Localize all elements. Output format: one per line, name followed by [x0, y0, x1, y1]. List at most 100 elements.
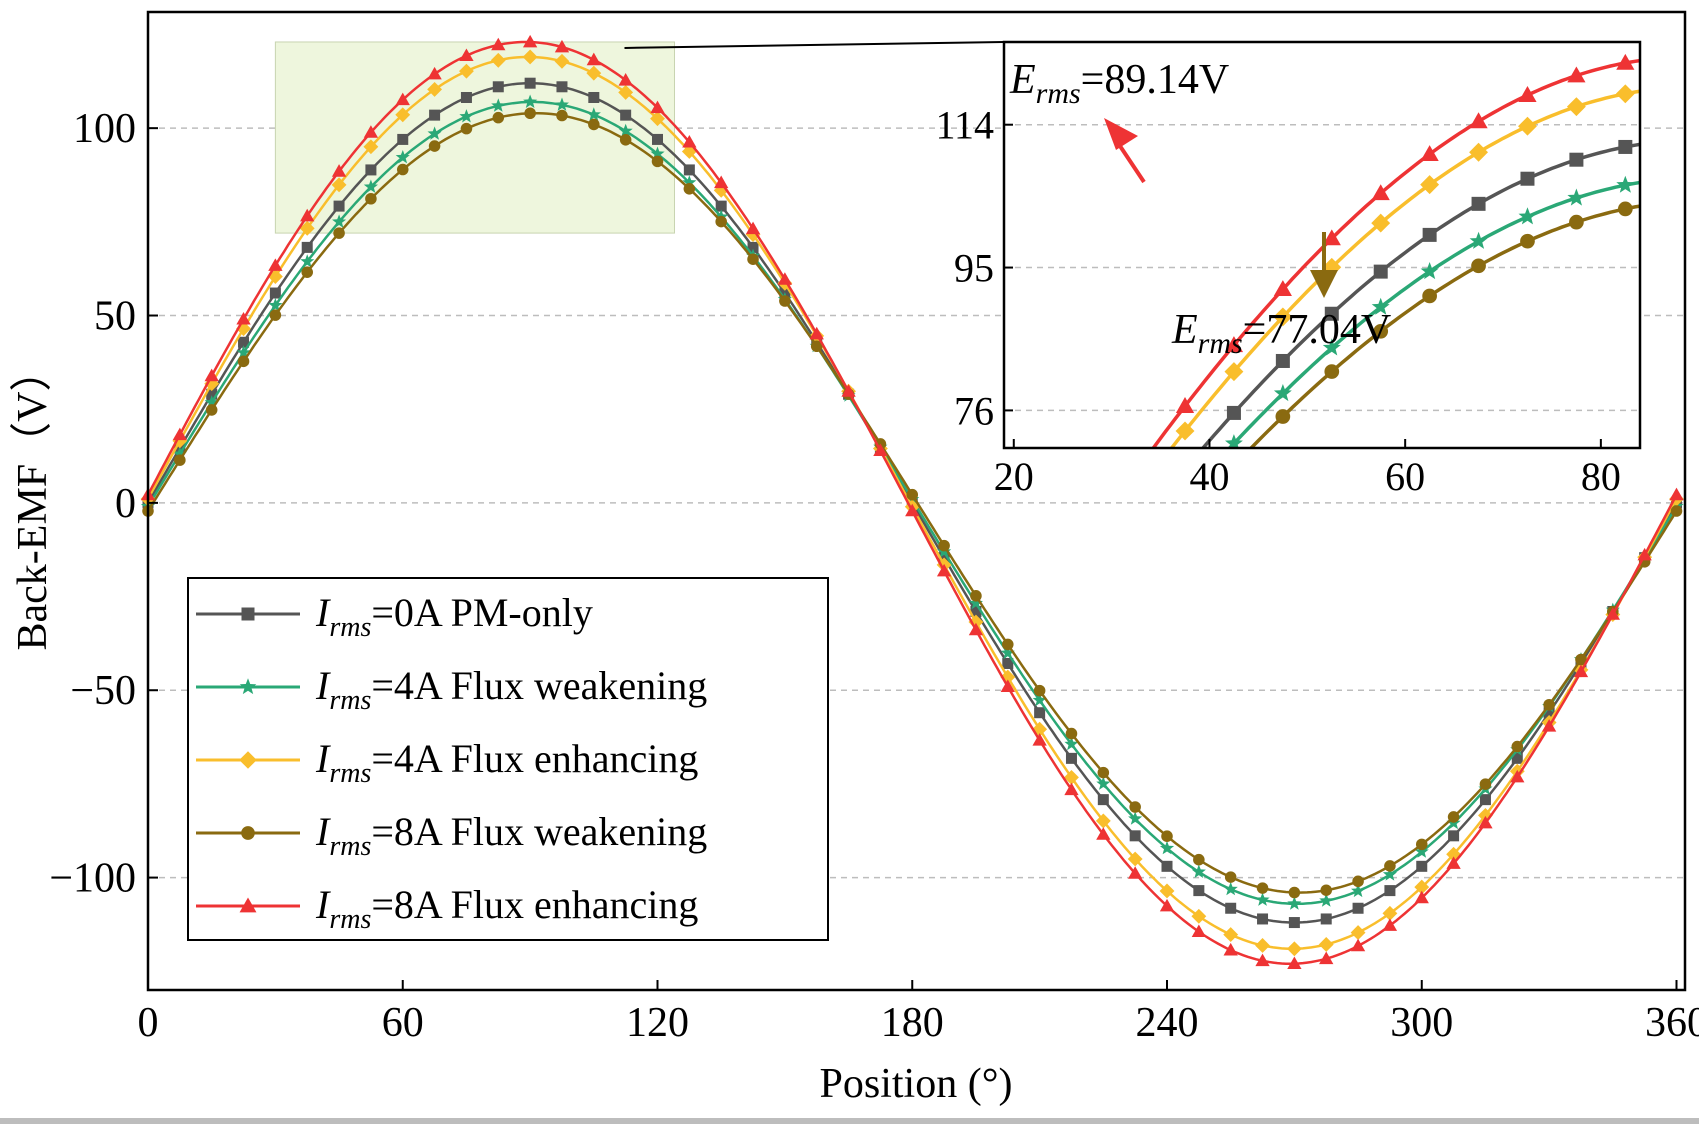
data-point [747, 253, 759, 265]
data-point [206, 388, 218, 400]
data-point [1224, 871, 1237, 883]
inset-data-point [1224, 362, 1244, 382]
inset-data-point [1471, 196, 1486, 211]
data-point [427, 66, 442, 80]
data-point [1002, 638, 1014, 651]
inset-data-point [1469, 231, 1488, 249]
inset-x-ticks: 20 40 60 80 [994, 439, 1621, 499]
data-point [618, 123, 633, 138]
data-point [491, 37, 506, 51]
data-point [205, 404, 218, 416]
data-point [586, 65, 602, 81]
data-point [459, 48, 474, 62]
data-point [1000, 645, 1015, 660]
inset-data-point [1373, 323, 1389, 339]
legend-label: Irms=4A Flux enhancing [315, 736, 698, 789]
y-axis-ticks: −100 −50 0 50 100 [49, 106, 158, 902]
data-point [1479, 794, 1491, 806]
data-point [523, 94, 538, 108]
data-point [1414, 879, 1430, 895]
data-point [683, 164, 695, 176]
data-point [268, 258, 283, 271]
data-point [331, 164, 347, 177]
inset-y-ticks: 76 95 114 [935, 103, 1013, 433]
data-point [554, 39, 570, 53]
data-point [1447, 811, 1460, 823]
data-point [1352, 875, 1364, 888]
inset-data-point [1273, 280, 1292, 297]
inset-data-point [1224, 336, 1244, 353]
data-point [1446, 846, 1462, 862]
data-point [331, 177, 347, 193]
data-point [301, 266, 313, 278]
data-point [1255, 892, 1270, 906]
data-point [172, 427, 187, 441]
data-point [618, 73, 633, 86]
data-point [522, 49, 538, 65]
data-point [1605, 607, 1620, 620]
inset-data-point [1616, 175, 1635, 193]
inset-data-point [1324, 364, 1340, 379]
inset-series-star [1225, 175, 1640, 448]
inset-x-tick-label: 80 [1581, 454, 1621, 499]
data-point [1097, 766, 1110, 779]
x-tick-label: 60 [382, 1000, 424, 1046]
data-point [588, 91, 600, 103]
data-point [745, 221, 761, 235]
data-point [1416, 860, 1428, 872]
data-point [1255, 953, 1270, 967]
inset-data-point [1569, 152, 1584, 167]
y-tick-label: 50 [94, 294, 136, 340]
inset-data-point [1567, 66, 1586, 83]
data-point [428, 140, 441, 152]
inset-data-point [1518, 86, 1537, 102]
data-point [1382, 867, 1397, 881]
data-point [172, 446, 187, 460]
data-point [238, 336, 250, 348]
inset-series-square [1200, 139, 1640, 448]
data-point [333, 227, 345, 239]
data-point [938, 539, 950, 552]
legend: Irms=0A PM-only Irms=4A Flux weakening Irm… [187, 577, 829, 941]
inset-data-point [1371, 184, 1390, 201]
data-point [492, 111, 505, 124]
data-point [1159, 840, 1175, 855]
data-point [1223, 942, 1238, 956]
x-tick-label: 180 [881, 1000, 944, 1046]
data-point [1127, 851, 1143, 867]
legend-label: Irms=4A Flux weakening [315, 663, 707, 716]
annotation-max: Erms=89.14V [1009, 57, 1229, 110]
data-point [396, 163, 409, 176]
data-point [1669, 487, 1684, 501]
annotation-arrow-up [1104, 118, 1146, 184]
inset-data-point [1175, 397, 1195, 413]
data-point [365, 192, 377, 205]
data-point [841, 384, 856, 397]
data-point [1000, 679, 1015, 693]
data-point [1446, 856, 1461, 869]
data-point [1288, 886, 1301, 899]
data-point [1478, 815, 1493, 829]
data-point [1384, 885, 1396, 897]
x-tick-label: 240 [1136, 1000, 1199, 1046]
data-point [556, 109, 568, 122]
data-point [1256, 882, 1269, 894]
data-point [1161, 830, 1173, 842]
annotation-arrow-down [1310, 232, 1338, 298]
data-point [1159, 898, 1175, 912]
legend-label: Irms=8A Flux enhancing [315, 882, 698, 935]
data-point [363, 139, 379, 155]
inset-data-point [1275, 409, 1291, 424]
data-point [524, 107, 536, 120]
data-point [1002, 657, 1014, 669]
legend-label: Irms=0A PM-only [315, 590, 593, 643]
data-point [1223, 881, 1238, 896]
data-point [968, 622, 984, 636]
data-point [1511, 740, 1524, 753]
data-point [652, 133, 664, 145]
data-point [332, 214, 347, 228]
data-point [204, 368, 219, 382]
inset-data-point [1324, 306, 1339, 321]
data-point [1032, 692, 1047, 707]
inset-data-point [1420, 145, 1439, 162]
